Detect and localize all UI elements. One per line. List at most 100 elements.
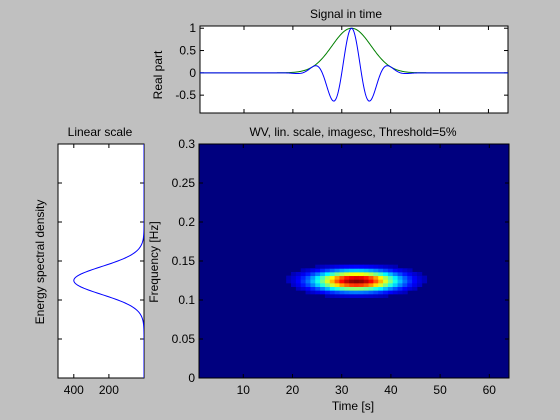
wv-heatmap-cell bbox=[324, 282, 331, 287]
wv-heatmap-cell bbox=[368, 286, 374, 291]
wv-heatmap-cell bbox=[339, 275, 345, 280]
wv-heatmap-cell bbox=[378, 279, 384, 284]
wv-plot-xlabel: Time [s] bbox=[332, 399, 374, 413]
spectrum-line bbox=[73, 144, 144, 378]
wv-heatmap-cell bbox=[402, 282, 408, 287]
wv-heatmap-cell bbox=[363, 268, 369, 273]
wv-xtick-label: 40 bbox=[384, 383, 398, 397]
wv-heatmap-cell bbox=[339, 293, 345, 298]
time-plot-ylabel: Real part bbox=[151, 50, 165, 99]
wv-heatmap-cell bbox=[402, 279, 408, 284]
wv-heatmap-cell bbox=[416, 282, 423, 287]
wv-heatmap-cell bbox=[373, 271, 379, 277]
wv-heatmap-cell bbox=[349, 264, 355, 269]
wv-heatmap-cell bbox=[315, 264, 321, 269]
wv-heatmap-cell bbox=[368, 271, 374, 277]
wv-heatmap-cell bbox=[291, 282, 297, 287]
time-plot-area bbox=[199, 25, 509, 114]
wv-heatmap-cell bbox=[324, 264, 331, 269]
wv-heatmap-cell bbox=[373, 286, 379, 291]
wv-heatmap-cell bbox=[334, 279, 340, 284]
wv-heatmap-cell bbox=[387, 279, 394, 284]
wv-heatmap-cell bbox=[378, 271, 384, 277]
wv-ytick-label: 0.1 bbox=[178, 293, 195, 307]
wv-heatmap-cell bbox=[407, 286, 413, 291]
wv-heatmap-cell bbox=[383, 271, 389, 277]
wv-heatmap-cell bbox=[295, 271, 302, 277]
wv-heatmap-cell bbox=[334, 268, 340, 273]
wv-heatmap-cell bbox=[392, 290, 398, 295]
wv-heatmap-cell bbox=[349, 282, 355, 287]
wv-heatmap-cell bbox=[363, 264, 369, 269]
wv-heatmap-cell bbox=[402, 286, 408, 291]
time-plot-yticks: -0.5 0 0.5 1 bbox=[175, 21, 508, 113]
wv-heatmap-cell bbox=[295, 282, 302, 287]
wv-heatmap-cell bbox=[310, 286, 316, 291]
wv-heatmap-cell bbox=[334, 286, 340, 291]
wv-heatmap-cell bbox=[412, 279, 418, 284]
wv-heatmap-cell bbox=[291, 279, 297, 284]
wv-heatmap-cell bbox=[320, 279, 326, 284]
spectrum-plot-title: Linear scale bbox=[68, 125, 133, 139]
wv-heatmap-cell bbox=[310, 275, 316, 280]
wv-heatmap-cell bbox=[363, 275, 369, 280]
wv-heatmap-cell bbox=[392, 264, 398, 269]
wv-heatmap-cell bbox=[334, 282, 340, 287]
wv-heatmap-cell bbox=[383, 264, 389, 269]
wv-heatmap-cell bbox=[295, 286, 302, 291]
wv-heatmap-cell bbox=[383, 279, 389, 284]
wv-heatmap-cell bbox=[334, 264, 340, 269]
wv-heatmap-cell bbox=[329, 293, 336, 298]
wv-heatmap-cell bbox=[368, 282, 374, 287]
wv-heatmap-cell bbox=[363, 279, 369, 284]
wv-heatmap-cell bbox=[378, 293, 384, 298]
wv-heatmap-cell bbox=[397, 290, 403, 295]
wv-plot-ticks: 10 20 30 40 50 60 0 0.05 0.1 0.15 0.2 0.25 0.3 bbox=[172, 137, 509, 397]
wv-heatmap-cell bbox=[416, 275, 423, 280]
wv-heatmap-cell bbox=[349, 290, 355, 295]
wv-heatmap-cell bbox=[397, 279, 403, 284]
wv-heatmap-cell bbox=[315, 275, 321, 280]
wv-heatmap-cell bbox=[310, 290, 316, 295]
wv-heatmap-cell bbox=[286, 275, 292, 280]
wv-heatmap-cell bbox=[383, 293, 389, 298]
wv-heatmap-cell bbox=[329, 286, 336, 291]
wv-heatmap-cell bbox=[300, 275, 306, 280]
wv-heatmap-cell bbox=[387, 286, 394, 291]
wv-heatmap-cell bbox=[315, 271, 321, 277]
wv-heatmap-cell bbox=[387, 290, 394, 295]
wv-ytick-label: 0.05 bbox=[172, 332, 196, 346]
wv-heatmap-cell bbox=[383, 290, 389, 295]
wv-heatmap-cell bbox=[354, 268, 360, 273]
time-ytick-label: 0 bbox=[189, 66, 196, 80]
wv-heatmap-cell bbox=[305, 286, 311, 291]
wv-heatmap-cell bbox=[392, 282, 398, 287]
wv-heatmap-cell bbox=[305, 275, 311, 280]
wv-heatmap-cell bbox=[368, 290, 374, 295]
wv-heatmap-cell bbox=[315, 286, 321, 291]
wv-heatmap-cell bbox=[310, 271, 316, 277]
wv-heatmap-cell bbox=[373, 290, 379, 295]
wv-heatmap-cell bbox=[368, 279, 374, 284]
wv-heatmap-cell bbox=[344, 275, 350, 280]
wv-heatmap-cell bbox=[320, 271, 326, 277]
wv-xtick-label: 30 bbox=[335, 383, 349, 397]
wv-heatmap-cell bbox=[358, 286, 365, 291]
wv-heatmap-cell bbox=[324, 279, 331, 284]
wv-ytick-label: 0.3 bbox=[178, 137, 195, 151]
wv-heatmap-cell bbox=[363, 290, 369, 295]
time-signal-line bbox=[200, 27, 508, 102]
wv-heatmap-cell bbox=[349, 268, 355, 273]
wv-heatmap-cell bbox=[334, 293, 340, 298]
wv-heatmap-cell bbox=[334, 275, 340, 280]
wv-heatmap-cell bbox=[397, 282, 403, 287]
wv-heatmap-cell bbox=[354, 275, 360, 280]
wv-heatmap-cell bbox=[305, 279, 311, 284]
wv-heatmap-cell bbox=[354, 271, 360, 277]
wv-heatmap-cell bbox=[358, 282, 365, 287]
wv-heatmap-cell bbox=[320, 268, 326, 273]
spectrum-plot-area bbox=[57, 143, 145, 379]
wv-heatmap-cell bbox=[324, 293, 331, 298]
wv-heatmap-cell bbox=[329, 275, 336, 280]
wv-heatmap-cell bbox=[295, 275, 302, 280]
